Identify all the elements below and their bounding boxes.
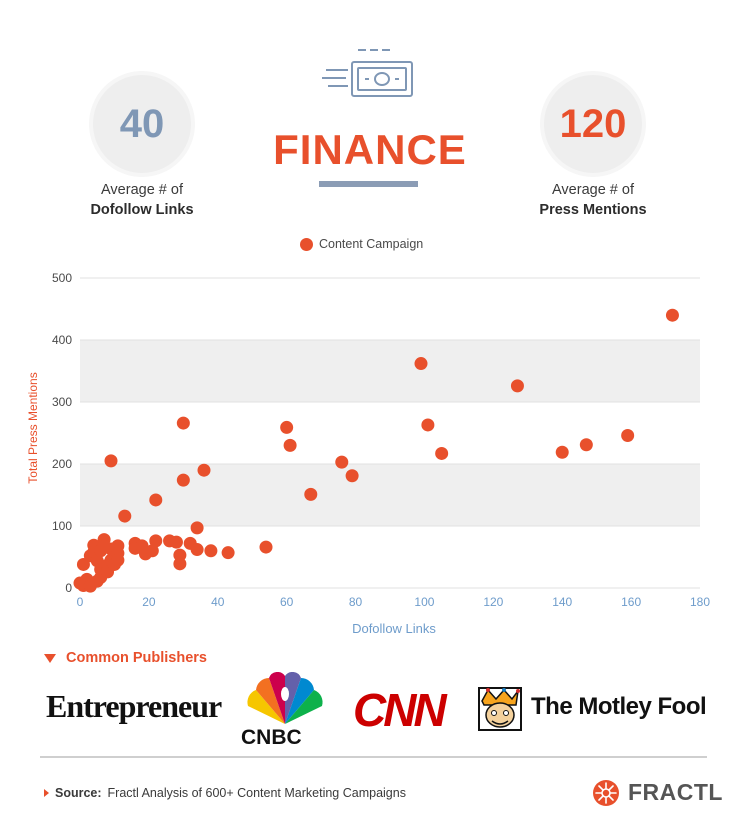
fractl-sun-icon	[593, 780, 619, 806]
x-tick-label: 80	[349, 595, 363, 609]
x-tick-label: 0	[77, 595, 84, 609]
publishers-heading: Common Publishers	[44, 650, 207, 666]
data-point	[190, 543, 204, 557]
dofollow-stat-caption: Average # of Dofollow Links	[52, 180, 232, 220]
x-tick-label: 120	[483, 595, 503, 609]
triangle-right-icon	[44, 789, 49, 797]
y-tick-label: 0	[65, 581, 72, 595]
triangle-down-icon	[44, 653, 56, 663]
data-point	[335, 455, 349, 469]
dofollow-stat-circle: 40	[89, 71, 195, 177]
cnbc-peacock-logo	[247, 672, 323, 724]
money-bill-icon	[322, 49, 413, 97]
data-point	[169, 535, 183, 549]
data-point	[259, 540, 273, 554]
y-tick-label: 300	[52, 395, 72, 409]
data-point	[435, 446, 449, 460]
data-point	[221, 546, 235, 560]
x-tick-label: 60	[280, 595, 294, 609]
data-point	[118, 509, 132, 523]
data-point	[665, 308, 679, 322]
y-tick-labels: 0 100 200 300 400 500	[52, 271, 72, 595]
data-point	[149, 493, 163, 507]
chart-points	[73, 308, 679, 593]
data-point	[555, 445, 569, 459]
data-point	[510, 379, 524, 393]
data-point	[579, 438, 593, 452]
chart-gridlines	[80, 277, 700, 589]
legend-marker	[300, 237, 313, 251]
data-point	[149, 534, 163, 548]
data-point	[145, 544, 159, 558]
x-tick-labels: 0 20 40 60 80 100 120 140 160 180	[77, 595, 711, 609]
data-point	[176, 473, 190, 487]
chart-band	[80, 340, 700, 402]
x-tick-label: 100	[414, 595, 434, 609]
x-tick-label: 20	[142, 595, 156, 609]
source-note: Source: Fractl Analysis of 600+ Content …	[44, 786, 406, 800]
dofollow-caption-line2: Dofollow Links	[90, 202, 194, 218]
legend-label: Content Campaign	[319, 237, 424, 251]
y-axis-label: Total Press Mentions	[26, 372, 40, 483]
x-tick-label: 40	[211, 595, 225, 609]
chart-bands	[80, 340, 700, 526]
scatter-chart: 0 100 200 300 400 500 0 20 40 60 80 100 120 140 160 18…	[26, 271, 711, 636]
y-tick-label: 500	[52, 271, 72, 285]
publishers-heading-text: Common Publishers	[66, 650, 207, 666]
chart-band	[80, 464, 700, 526]
chart-legend: Content Campaign	[300, 237, 423, 251]
data-point	[345, 469, 359, 483]
data-point	[421, 418, 435, 432]
data-point	[414, 357, 428, 371]
source-label: Source:	[55, 786, 102, 800]
y-tick-label: 200	[52, 457, 72, 471]
title-underline	[319, 181, 418, 187]
y-tick-label: 400	[52, 333, 72, 347]
press-stat-circle: 120	[540, 71, 646, 177]
source-text: Fractl Analysis of 600+ Content Marketin…	[107, 786, 406, 800]
data-point	[204, 544, 218, 558]
x-tick-label: 180	[690, 595, 710, 609]
data-point	[621, 428, 635, 442]
entrepreneur-logo: Entrepreneur	[46, 688, 222, 724]
x-axis-label: Dofollow Links	[352, 621, 436, 636]
y-tick-label: 100	[52, 519, 72, 533]
press-stat-caption: Average # of Press Mentions	[503, 180, 683, 220]
dofollow-stat-value: 40	[119, 101, 165, 146]
data-point	[283, 438, 297, 452]
data-point	[197, 463, 211, 477]
press-caption-line2: Press Mentions	[539, 202, 647, 218]
press-stat-value: 120	[559, 101, 627, 146]
page-title: FINANCE	[273, 126, 467, 173]
x-tick-label: 140	[552, 595, 572, 609]
motley-fool-jester-logo	[478, 687, 522, 731]
footer-divider	[40, 756, 707, 758]
data-point	[111, 553, 125, 567]
cnbc-logo-text: CNBC	[241, 726, 302, 749]
data-point	[76, 557, 90, 571]
data-point	[176, 416, 190, 430]
data-point	[304, 487, 318, 501]
data-point	[190, 521, 204, 535]
data-point	[104, 454, 118, 468]
press-caption-line1: Average # of	[552, 182, 634, 198]
data-point	[280, 420, 294, 434]
motley-fool-logo: The Motley Fool	[531, 693, 707, 720]
x-tick-label: 160	[621, 595, 641, 609]
cnn-logo: CNN	[353, 684, 447, 736]
data-point	[173, 557, 187, 571]
dofollow-caption-line1: Average # of	[101, 182, 183, 198]
fractl-brand-text: FRACTL	[628, 779, 723, 805]
